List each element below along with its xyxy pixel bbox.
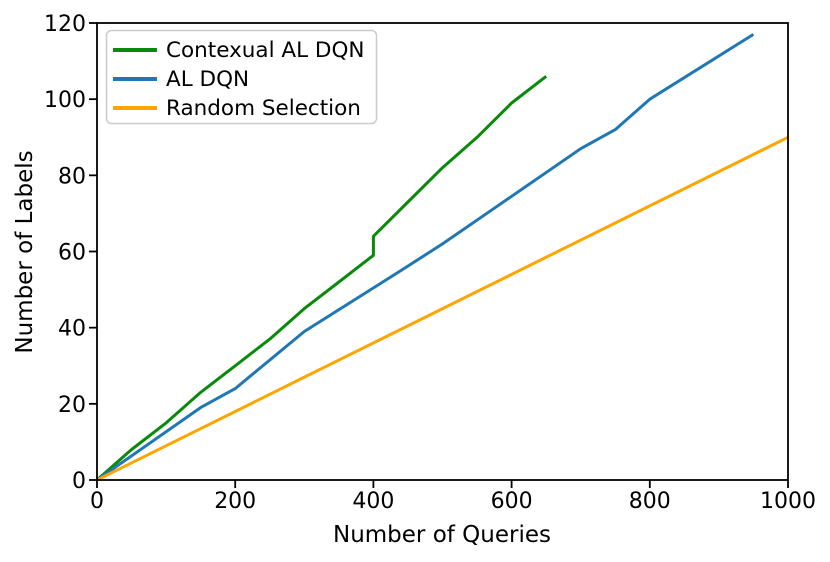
x-tick-label: 200 (214, 489, 256, 514)
y-axis-label: Number of Labels (12, 150, 38, 353)
y-tick-label: 20 (58, 393, 86, 418)
legend-label: Contexual AL DQN (166, 38, 365, 63)
legend-frame (105, 29, 378, 125)
series-line-random-selection (96, 135, 789, 482)
x-axis-label: Number of Queries (333, 522, 551, 548)
x-tick-label: 400 (352, 489, 394, 514)
series-line-contexual-al-dqn (96, 75, 548, 482)
x-tick-label: 800 (629, 489, 671, 514)
y-tick-label: 60 (58, 241, 86, 266)
series-line-al-dqn (96, 33, 755, 482)
x-tick-label: 1000 (760, 489, 816, 514)
series-lines (96, 33, 789, 482)
y-tick-label: 40 (58, 317, 86, 342)
x-axis-ticks: 0 200 400 600 800 1000 (90, 480, 816, 514)
legend: Contexual AL DQN AL DQN Random Selection (105, 29, 378, 125)
legend-label: AL DQN (166, 67, 249, 92)
y-axis-ticks: 0 20 40 60 80 100 120 (44, 12, 97, 494)
y-tick-label: 0 (72, 469, 86, 494)
y-tick-label: 120 (44, 12, 86, 37)
y-tick-label: 80 (58, 164, 86, 189)
x-tick-label: 600 (491, 489, 533, 514)
x-tick-label: 0 (90, 489, 104, 514)
y-tick-label: 100 (44, 88, 86, 113)
legend-label: Random Selection (166, 96, 361, 121)
